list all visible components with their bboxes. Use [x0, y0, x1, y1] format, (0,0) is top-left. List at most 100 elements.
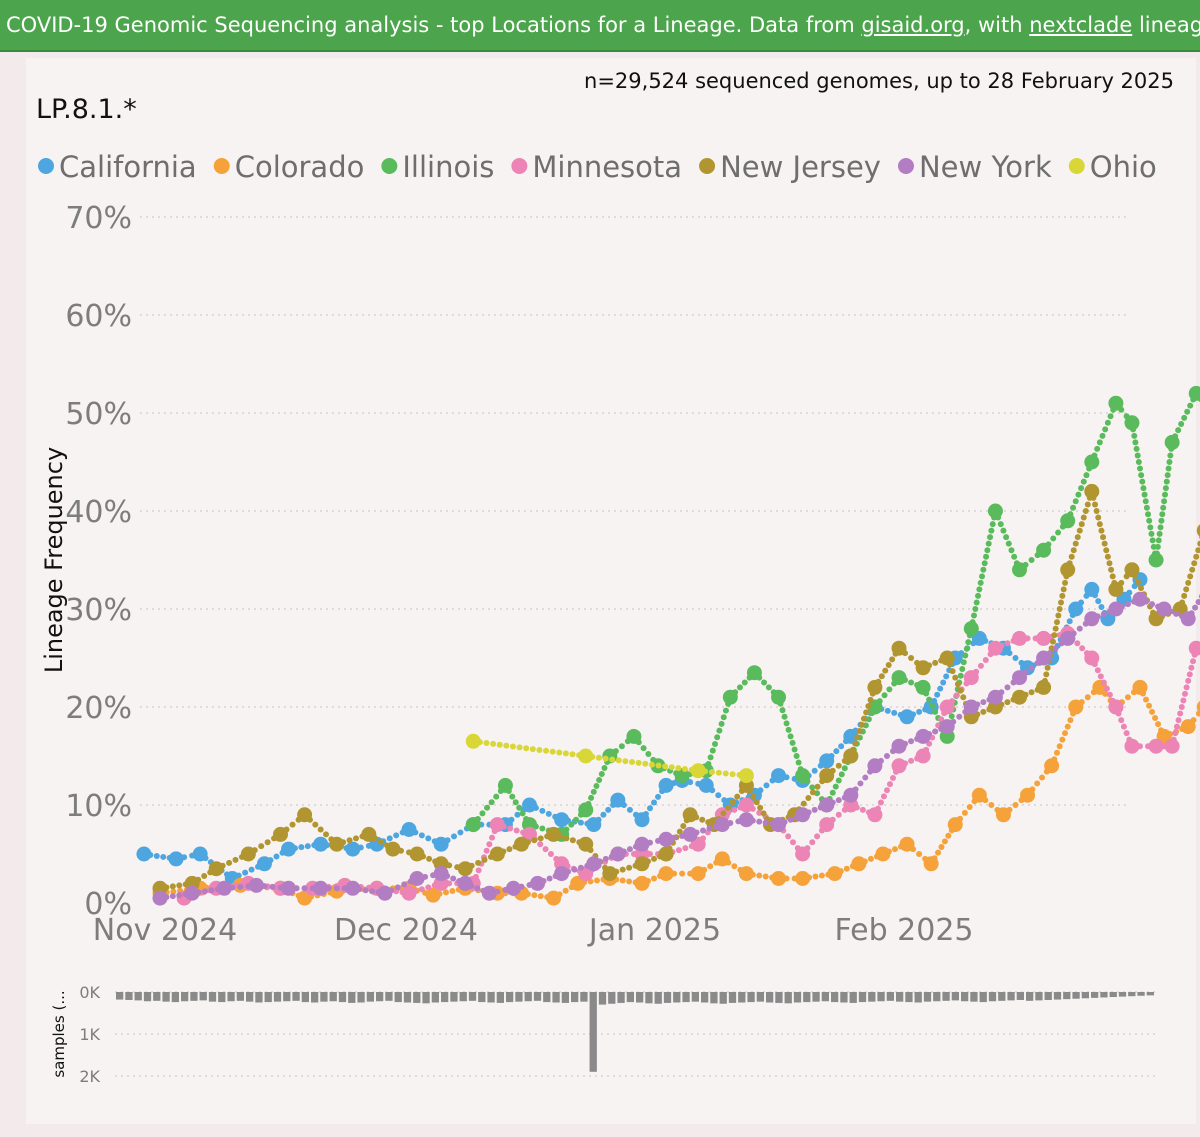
- sample-bar: [636, 992, 644, 1003]
- sample-bar: [162, 992, 170, 1002]
- data-point: [497, 777, 513, 793]
- series-dot: [952, 674, 959, 681]
- series-dot: [809, 789, 816, 796]
- series-dot: [1131, 432, 1138, 439]
- series-dot: [208, 887, 215, 894]
- sample-bar: [580, 992, 588, 1002]
- series-dot: [984, 547, 991, 554]
- series-dot: [153, 852, 160, 859]
- series-dot: [545, 810, 552, 817]
- series-dot: [977, 579, 984, 586]
- series-dot: [226, 859, 233, 866]
- legend-marker: [38, 158, 54, 174]
- data-point: [690, 763, 706, 779]
- data-point: [987, 640, 1003, 656]
- series-dot: [973, 599, 980, 606]
- data-point: [738, 866, 754, 882]
- series-dot: [1172, 730, 1179, 737]
- sample-bar: [961, 992, 969, 1002]
- series-dot: [938, 844, 945, 850]
- series-dot: [418, 832, 425, 839]
- sample-bar: [125, 992, 133, 1000]
- sample-bar: [877, 992, 885, 1002]
- nextclade-link[interactable]: nextclade: [1029, 13, 1133, 37]
- series-dot: [547, 851, 554, 857]
- data-point: [1196, 700, 1200, 714]
- series-dot: [983, 553, 990, 560]
- data-point: [1012, 670, 1028, 686]
- series-dot: [1034, 780, 1041, 787]
- series-dot: [516, 744, 523, 751]
- series-dot: [605, 806, 612, 813]
- data-point: [272, 826, 288, 842]
- series-dot: [1011, 553, 1018, 560]
- series-dot: [1175, 717, 1182, 724]
- series-dot: [1096, 521, 1103, 528]
- series-dot: [675, 847, 682, 854]
- series-dot: [962, 652, 969, 659]
- series-dot: [916, 851, 923, 857]
- series-dot: [264, 839, 271, 846]
- series-dot: [957, 672, 964, 679]
- series-dot: [509, 743, 516, 750]
- x-tick-label: Feb 2025: [835, 913, 974, 948]
- sample-bar: [552, 992, 560, 1003]
- series-dot: [590, 788, 597, 795]
- data-point: [1036, 630, 1052, 646]
- data-point: [1036, 542, 1052, 558]
- data-point: [1044, 758, 1060, 774]
- data-point: [722, 689, 738, 705]
- series-dot: [880, 793, 887, 800]
- series-dot: [1155, 537, 1162, 544]
- series-dot: [707, 863, 714, 870]
- series-dot: [418, 886, 425, 893]
- data-point: [1084, 611, 1100, 627]
- series-dot: [1094, 667, 1101, 674]
- series-dot: [626, 806, 633, 813]
- data-point: [795, 871, 811, 886]
- data-point: [409, 846, 425, 862]
- data-point: [513, 836, 529, 852]
- series-dot: [1183, 684, 1190, 691]
- sample-bar: [1035, 992, 1043, 1001]
- data-point: [714, 817, 730, 833]
- series-dot: [503, 742, 510, 749]
- data-point: [939, 699, 955, 715]
- series-dot: [954, 681, 961, 688]
- series-dot: [959, 666, 966, 673]
- data-point: [1124, 415, 1140, 431]
- sample-bar: [998, 992, 1006, 1001]
- series-dot: [304, 843, 311, 850]
- series-dot: [675, 765, 682, 772]
- series-dot: [757, 804, 764, 811]
- sample-bar: [199, 992, 207, 1001]
- data-point: [626, 728, 642, 744]
- sample-bar: [431, 992, 439, 1003]
- series-dot: [635, 759, 642, 766]
- series-dot: [709, 747, 716, 754]
- series-dot: [1072, 498, 1079, 505]
- series-dot: [549, 748, 556, 755]
- gisaid-link[interactable]: gisaid.org: [861, 13, 965, 37]
- data-point: [297, 807, 313, 823]
- sample-bar: [1044, 992, 1052, 1000]
- data-point: [939, 719, 955, 735]
- series-dot: [715, 792, 722, 799]
- data-point: [1196, 524, 1200, 537]
- series-dot: [563, 835, 570, 842]
- series-dot: [1147, 524, 1154, 531]
- data-point: [851, 856, 867, 872]
- series-dot: [401, 881, 408, 888]
- series-dot: [809, 784, 816, 791]
- series-dot: [1099, 432, 1106, 439]
- series-dot: [169, 893, 176, 900]
- data-point: [939, 650, 955, 666]
- series-dot: [655, 793, 662, 800]
- series-dot: [1158, 517, 1165, 524]
- data-point: [1020, 787, 1036, 803]
- data-point: [899, 709, 915, 725]
- sample-bar: [663, 992, 672, 1003]
- series-dot: [1092, 501, 1099, 508]
- series-dot: [832, 783, 839, 790]
- data-point: [915, 748, 931, 764]
